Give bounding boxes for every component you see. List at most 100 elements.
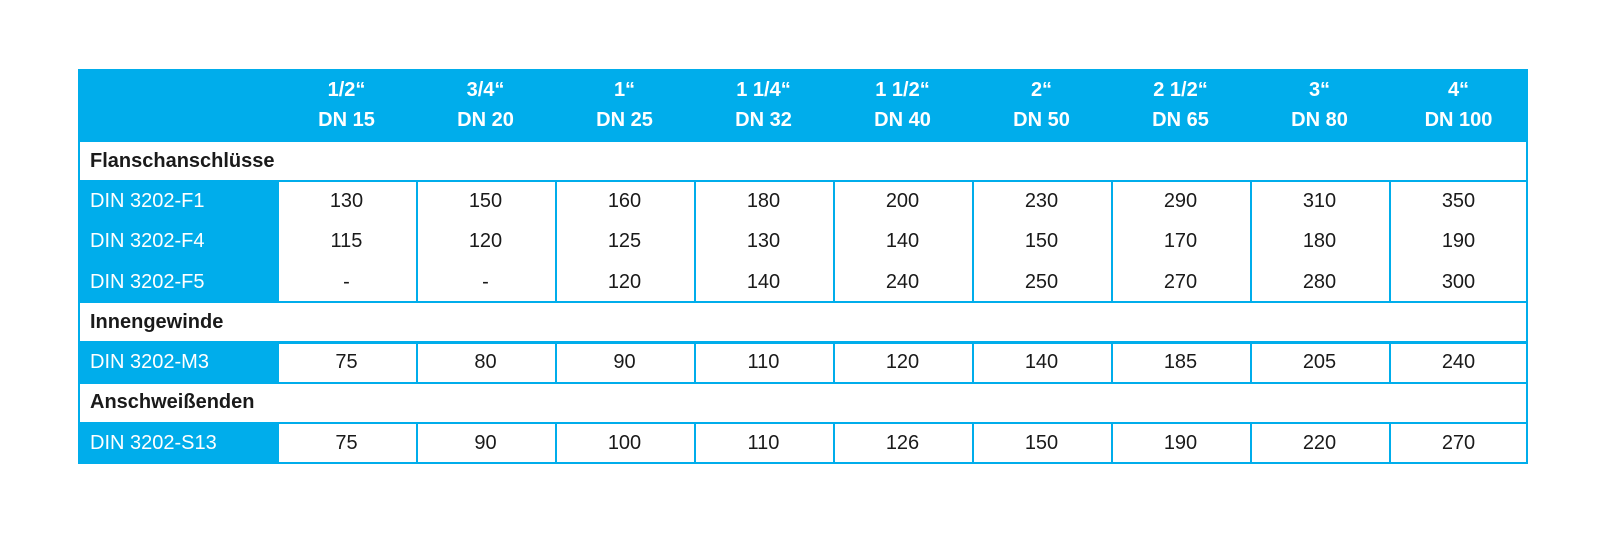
value-cell: 160	[607, 189, 642, 212]
row-label: DIN 3202-F1	[90, 189, 205, 212]
value-column-cell	[557, 182, 694, 302]
nominal-diameter: DN 15	[318, 108, 375, 131]
value-cell: 120	[468, 230, 503, 253]
value-column-cell	[418, 343, 555, 382]
value-cell: -	[343, 270, 350, 293]
value-cell: 100	[607, 431, 642, 454]
row-label: DIN 3202-M3	[90, 351, 209, 374]
value-cell: 205	[1302, 351, 1337, 374]
value-cell: 300	[1441, 270, 1476, 293]
value-cell: 110	[747, 431, 780, 454]
row-label: DIN 3202-F4	[90, 230, 205, 253]
value-column-cell	[1113, 182, 1250, 302]
value-column-cell	[279, 424, 416, 463]
nominal-diameter: DN 32	[735, 108, 792, 131]
value-cell: 75	[335, 431, 358, 454]
value-column-cell	[974, 182, 1111, 302]
pipe-size: 2“	[1030, 78, 1053, 101]
section-cell	[80, 142, 1526, 181]
value-cell: 80	[474, 351, 497, 374]
column-header: 1 1/2“ DN 40	[833, 69, 972, 140]
value-cell: 190	[1163, 431, 1198, 454]
value-column-cell	[418, 424, 555, 463]
pipe-size: 3“	[1308, 78, 1331, 101]
value-cell: 140	[746, 270, 781, 293]
value-cell: 120	[885, 351, 920, 374]
pipe-size: 3/4“	[466, 78, 505, 101]
value-cell: -	[482, 270, 489, 293]
column-header: 1 1/4“ DN 32	[694, 69, 833, 140]
value-cell: 240	[885, 270, 920, 293]
value-column-cell	[696, 182, 833, 302]
value-cell: 110	[747, 351, 780, 374]
value-column-cell	[1113, 343, 1250, 382]
nominal-diameter: DN 20	[457, 108, 514, 131]
value-cell: 126	[885, 431, 920, 454]
pipe-size: 1 1/2“	[875, 78, 930, 101]
value-column-cell	[835, 424, 972, 463]
value-cell: 130	[746, 230, 781, 253]
section-cell	[80, 303, 1526, 342]
value-cell: 290	[1163, 189, 1198, 212]
pipe-size: 4“	[1447, 78, 1470, 101]
value-column-cell	[835, 343, 972, 382]
value-cell: 140	[1024, 351, 1059, 374]
pipe-size: 2 1/2“	[1153, 78, 1208, 101]
value-cell: 270	[1163, 270, 1198, 293]
value-column-cell	[1252, 424, 1389, 463]
value-cell: 150	[1024, 230, 1059, 253]
value-cell: 240	[1441, 351, 1476, 374]
value-column-cell	[279, 182, 416, 302]
nominal-diameter: DN 80	[1291, 108, 1348, 131]
value-cell: 170	[1163, 230, 1198, 253]
section-title: Flanschanschlüsse	[90, 149, 275, 172]
value-cell: 220	[1302, 431, 1337, 454]
column-header: 3/4“ DN 20	[416, 69, 555, 140]
value-cell: 130	[329, 189, 364, 212]
value-column-cell	[696, 424, 833, 463]
pipe-size: 1“	[613, 78, 636, 101]
value-cell: 350	[1441, 189, 1476, 212]
section-title: Anschweißenden	[90, 391, 255, 414]
nominal-diameter: DN 65	[1152, 108, 1209, 131]
row-label: DIN 3202-S13	[90, 431, 217, 454]
value-cell: 180	[1302, 230, 1337, 253]
column-header: 2“ DN 50	[972, 69, 1111, 140]
value-cell: 75	[335, 351, 358, 374]
nominal-diameter: DN 100	[1424, 108, 1493, 131]
value-cell: 180	[746, 189, 781, 212]
nominal-diameter: DN 50	[1013, 108, 1070, 131]
value-cell: 120	[607, 270, 642, 293]
pipe-size: 1 1/4“	[736, 78, 791, 101]
value-cell: 115	[330, 230, 363, 253]
section-title: Innengewinde	[90, 310, 224, 333]
value-cell: 280	[1302, 270, 1337, 293]
value-cell: 90	[474, 431, 497, 454]
value-cell: 250	[1024, 270, 1059, 293]
value-column-cell	[557, 424, 694, 463]
value-column-cell	[1391, 343, 1526, 382]
value-column-cell	[1391, 182, 1526, 302]
column-header: 1“ DN 25	[555, 69, 694, 140]
column-header: 3“ DN 80	[1250, 69, 1389, 140]
value-column-cell	[696, 343, 833, 382]
nominal-diameter: DN 40	[874, 108, 931, 131]
value-cell: 200	[885, 189, 920, 212]
column-header: 4“ DN 100	[1389, 69, 1528, 140]
value-column-cell	[1391, 424, 1526, 463]
nominal-diameter: DN 25	[596, 108, 653, 131]
value-column-cell	[974, 424, 1111, 463]
value-cell: 230	[1024, 189, 1059, 212]
value-cell: 310	[1302, 189, 1337, 212]
value-column-cell	[974, 343, 1111, 382]
value-cell: 150	[1024, 431, 1059, 454]
value-column-cell	[418, 182, 555, 302]
section-cell	[80, 383, 1526, 423]
value-cell: 150	[468, 189, 503, 212]
column-header: 2 1/2“ DN 65	[1111, 69, 1250, 140]
value-cell: 125	[607, 230, 642, 253]
value-cell: 270	[1441, 431, 1476, 454]
row-label: DIN 3202-F5	[90, 270, 205, 293]
value-column-cell	[279, 343, 416, 382]
